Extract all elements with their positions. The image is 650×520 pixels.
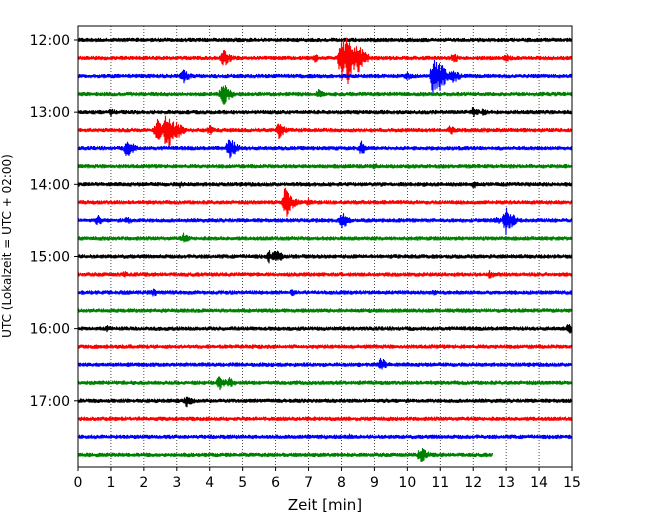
seismogram-trace [77,85,573,105]
seismogram-trace [77,376,573,391]
y-tick-label: 15:00 [30,249,70,265]
seismogram-trace [77,343,573,350]
x-tick-label: 5 [238,475,247,491]
x-tick-label: 14 [530,475,548,491]
x-tick-label: 9 [370,475,379,491]
seismogram-trace [77,107,573,118]
plot-frame [77,25,573,468]
seismogram-trace [77,357,573,370]
seismogram-trace [77,59,573,95]
seismogram-trace [77,324,573,334]
seismogram-trace [77,250,573,264]
seismogram-trace [77,37,573,85]
seismogram-trace [77,307,573,314]
seismogram-trace [77,187,573,217]
x-tick-label: 13 [497,475,515,491]
x-tick-label: 8 [337,475,346,491]
seismogram-trace [77,447,494,462]
x-tick-label: 6 [271,475,280,491]
x-tick-label: 11 [431,475,449,491]
x-tick-label: 1 [106,475,115,491]
seismogram-trace [77,181,573,189]
seismogram-trace [77,207,573,236]
x-tick-label: 10 [398,475,416,491]
y-tick-label: 12:00 [30,33,70,49]
x-tick-label: 7 [304,475,313,491]
seismogram-trace [77,115,573,148]
y-tick-label: 16:00 [30,322,70,338]
x-axis-label: Zeit [min] [288,496,362,514]
x-tick-label: 15 [563,475,581,491]
seismogram-trace [77,288,573,297]
x-tick-label: 3 [172,475,181,491]
x-axis: 0 1 2 3 4 5 6 7 8 9 10 11 12 13 14 15 [74,467,581,491]
seismogram-trace [77,433,573,440]
x-tick-label: 4 [205,475,214,491]
seismogram-trace [77,396,573,408]
y-tick-label: 17:00 [30,394,70,410]
seismogram-trace [77,139,573,159]
seismogram-trace [77,36,573,44]
x-tick-label: 2 [139,475,148,491]
y-axis-label: UTC (Lokalzeit = UTC + 02:00) [0,154,14,338]
y-axis: 12:00 13:00 14:00 15:00 16:00 17:00 [30,33,78,410]
x-tick-label: 0 [74,475,83,491]
seismogram-trace [77,163,573,170]
trace-group [77,36,573,462]
seismogram-trace [77,415,573,422]
seismogram-trace [77,269,573,279]
x-tick-label: 12 [464,475,482,491]
seismogram-trace [77,232,573,243]
y-tick-label: 13:00 [30,105,70,121]
y-tick-label: 14:00 [30,177,70,193]
